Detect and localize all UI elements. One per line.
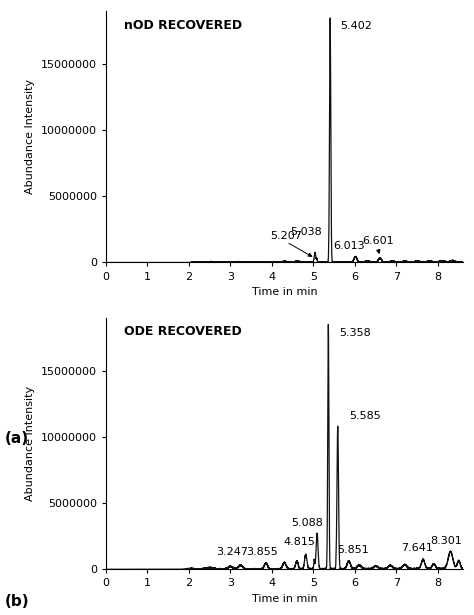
Text: 5.585: 5.585 (349, 411, 381, 421)
X-axis label: Time in min: Time in min (252, 287, 317, 297)
Text: 5.851: 5.851 (337, 546, 369, 555)
Text: 5.402: 5.402 (340, 21, 372, 31)
Text: 6.601: 6.601 (362, 236, 393, 246)
Text: (b): (b) (5, 594, 29, 609)
Text: 4.815: 4.815 (283, 537, 315, 547)
Text: ODE RECOVERED: ODE RECOVERED (124, 325, 242, 338)
Text: 8.301: 8.301 (430, 536, 462, 546)
X-axis label: Time in min: Time in min (252, 594, 317, 604)
Text: 5.088: 5.088 (292, 518, 323, 528)
Text: 5.207: 5.207 (271, 231, 302, 240)
Text: 7.641: 7.641 (401, 544, 433, 554)
Text: 5.358: 5.358 (339, 328, 371, 338)
Y-axis label: Abundance Intensity: Abundance Intensity (25, 79, 36, 194)
Text: 5.038: 5.038 (291, 227, 322, 237)
Text: 3.247: 3.247 (217, 547, 248, 557)
Y-axis label: Abundance Intensity: Abundance Intensity (25, 386, 36, 501)
Text: (a): (a) (5, 431, 29, 446)
Text: 6.013: 6.013 (333, 241, 365, 252)
Text: nOD RECOVERED: nOD RECOVERED (124, 18, 242, 31)
Text: 3.855: 3.855 (246, 547, 277, 557)
